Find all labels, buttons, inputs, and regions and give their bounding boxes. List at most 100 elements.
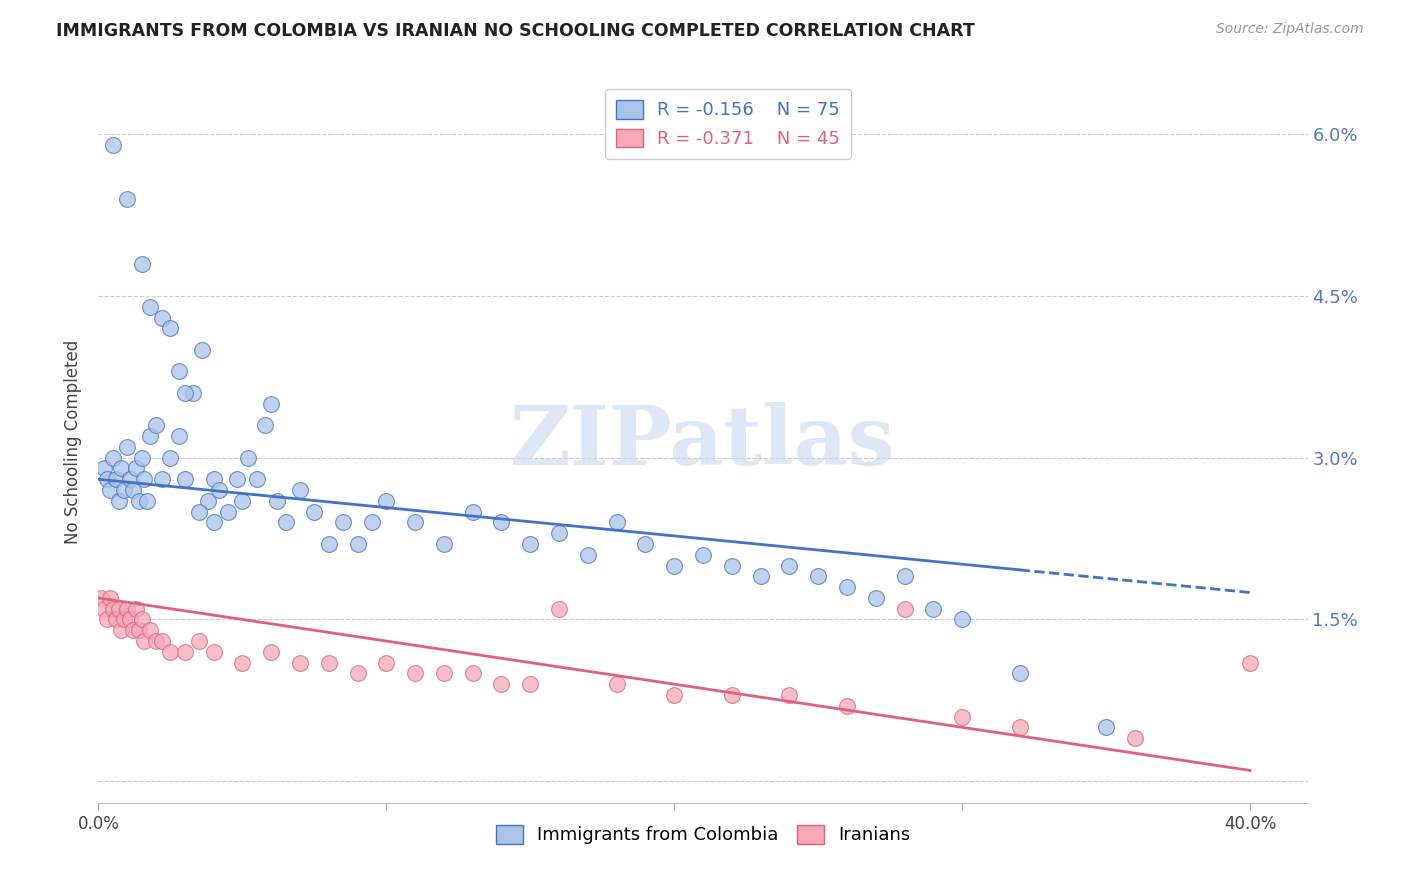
Point — [136, 493, 159, 508]
Point — [173, 645, 195, 659]
Point — [145, 634, 167, 648]
Point — [260, 397, 283, 411]
Point — [96, 472, 118, 486]
Point — [131, 450, 153, 465]
Point — [720, 558, 742, 573]
Point — [125, 461, 148, 475]
Point — [188, 505, 211, 519]
Point — [664, 558, 686, 573]
Point — [231, 493, 253, 508]
Point — [125, 601, 148, 615]
Point — [128, 493, 150, 508]
Point — [115, 192, 138, 206]
Point — [139, 624, 162, 638]
Point — [98, 483, 121, 497]
Point — [134, 472, 156, 486]
Point — [159, 645, 181, 659]
Point — [173, 472, 195, 486]
Text: IMMIGRANTS FROM COLOMBIA VS IRANIAN NO SCHOOLING COMPLETED CORRELATION CHART: IMMIGRANTS FROM COLOMBIA VS IRANIAN NO S… — [56, 22, 974, 40]
Y-axis label: No Schooling Completed: No Schooling Completed — [65, 340, 83, 543]
Point — [606, 516, 628, 530]
Point — [217, 505, 239, 519]
Point — [288, 483, 311, 497]
Point — [254, 418, 277, 433]
Point — [202, 516, 225, 530]
Point — [145, 418, 167, 433]
Point — [318, 537, 340, 551]
Point — [202, 645, 225, 659]
Point — [332, 516, 354, 530]
Point — [93, 601, 115, 615]
Point — [491, 516, 513, 530]
Point — [159, 321, 181, 335]
Point — [950, 612, 973, 626]
Point — [139, 300, 162, 314]
Point — [167, 364, 190, 378]
Point — [1095, 720, 1118, 734]
Point — [122, 624, 145, 638]
Point — [197, 493, 219, 508]
Point — [807, 569, 830, 583]
Point — [318, 656, 340, 670]
Point — [519, 537, 541, 551]
Point — [107, 601, 129, 615]
Point — [865, 591, 887, 605]
Point — [128, 624, 150, 638]
Point — [893, 601, 915, 615]
Point — [1123, 731, 1146, 745]
Point — [236, 450, 259, 465]
Point — [225, 472, 247, 486]
Point — [778, 558, 800, 573]
Point — [548, 526, 571, 541]
Point — [266, 493, 288, 508]
Point — [246, 472, 269, 486]
Point — [167, 429, 190, 443]
Point — [950, 709, 973, 723]
Point — [150, 634, 173, 648]
Point — [131, 257, 153, 271]
Point — [150, 310, 173, 325]
Point — [112, 483, 135, 497]
Legend: Immigrants from Colombia, Iranians: Immigrants from Colombia, Iranians — [488, 818, 918, 852]
Point — [461, 666, 484, 681]
Point — [692, 548, 714, 562]
Point — [1008, 666, 1031, 681]
Point — [122, 483, 145, 497]
Point — [110, 461, 132, 475]
Point — [519, 677, 541, 691]
Point — [778, 688, 800, 702]
Text: ZIPatlas: ZIPatlas — [510, 401, 896, 482]
Point — [159, 450, 181, 465]
Point — [115, 601, 138, 615]
Point — [110, 624, 132, 638]
Point — [104, 612, 127, 626]
Point — [1239, 656, 1261, 670]
Point — [835, 580, 858, 594]
Point — [433, 537, 456, 551]
Point — [101, 450, 124, 465]
Point — [664, 688, 686, 702]
Point — [101, 138, 124, 153]
Point — [90, 591, 112, 605]
Point — [93, 461, 115, 475]
Point — [720, 688, 742, 702]
Point — [274, 516, 297, 530]
Point — [131, 612, 153, 626]
Point — [188, 634, 211, 648]
Point — [304, 505, 326, 519]
Point — [893, 569, 915, 583]
Point — [606, 677, 628, 691]
Point — [191, 343, 214, 357]
Point — [404, 516, 426, 530]
Point — [461, 505, 484, 519]
Point — [260, 645, 283, 659]
Point — [139, 429, 162, 443]
Point — [112, 612, 135, 626]
Text: Source: ZipAtlas.com: Source: ZipAtlas.com — [1216, 22, 1364, 37]
Point — [361, 516, 384, 530]
Point — [576, 548, 599, 562]
Point — [202, 472, 225, 486]
Point — [101, 601, 124, 615]
Point — [98, 591, 121, 605]
Point — [375, 493, 398, 508]
